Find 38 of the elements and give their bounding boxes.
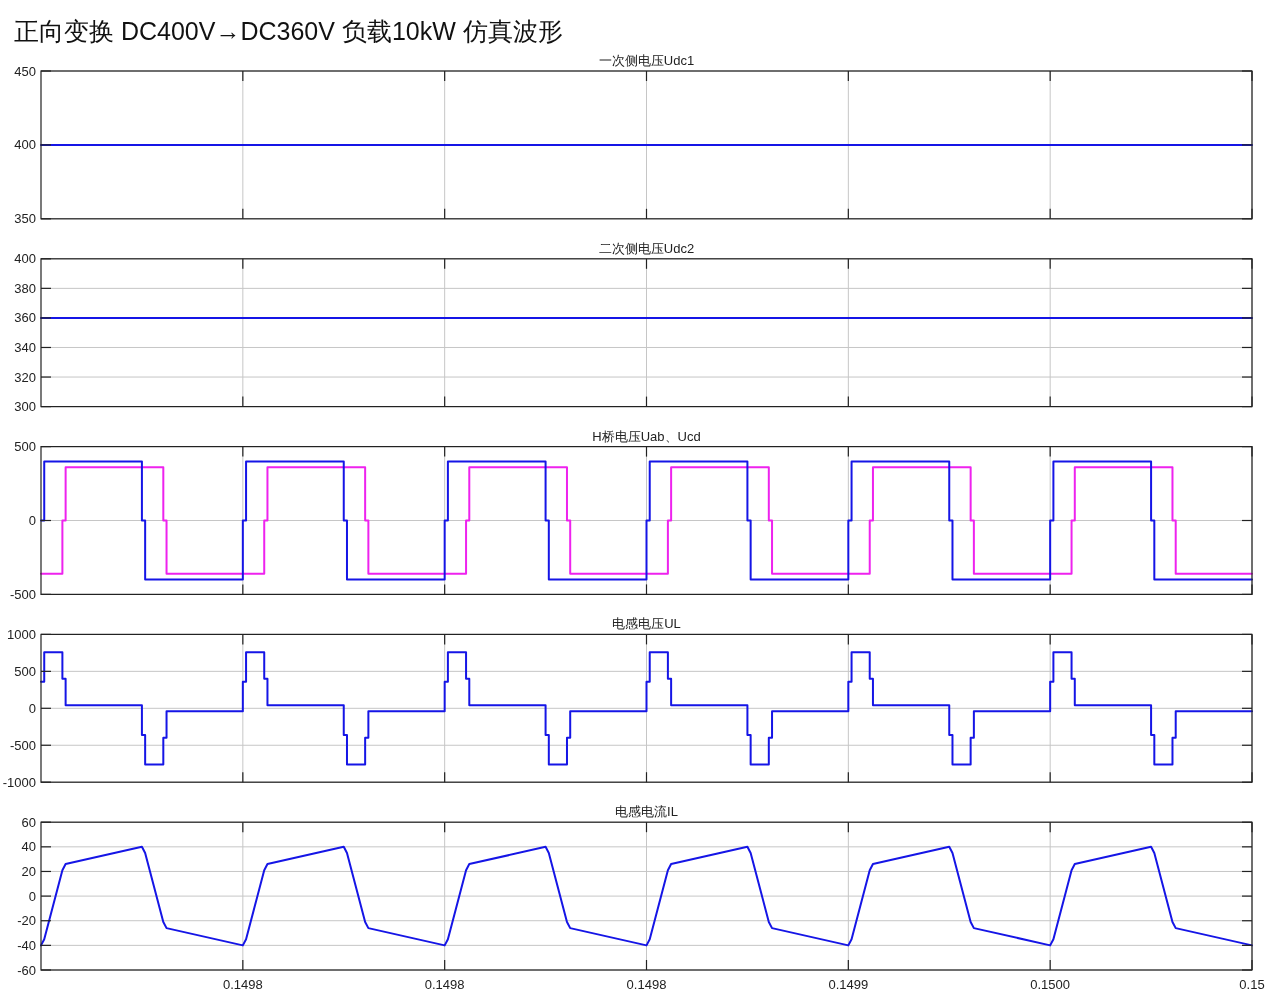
- chart-title: H桥电压Uab、Ucd: [592, 428, 701, 444]
- y-tick-label: 400: [14, 251, 36, 267]
- y-tick-label: 20: [21, 864, 36, 880]
- y-tick-label: 500: [14, 663, 36, 679]
- y-tick-label: 1000: [7, 626, 36, 642]
- y-tick-label: 350: [14, 211, 36, 227]
- y-tick-label: -500: [9, 737, 36, 753]
- chart-title: 电感电压UL: [612, 616, 681, 632]
- x-tick-label: 0.15: [1239, 976, 1265, 992]
- chart-title: 电感电流IL: [615, 804, 678, 820]
- y-tick-label: 0: [28, 700, 36, 716]
- y-tick-label: -40: [17, 937, 36, 953]
- y-tick-label: 300: [14, 399, 36, 415]
- line-series: [40, 845, 1253, 947]
- x-tick-label: 0.1499: [828, 976, 869, 992]
- line-series: [40, 651, 1253, 766]
- y-tick-label: 450: [14, 63, 36, 79]
- y-tick-label: 0: [28, 513, 36, 529]
- chart-title: 一次侧电压Udc1: [598, 53, 695, 68]
- y-tick-label: 60: [21, 814, 36, 830]
- y-tick-label: 360: [14, 310, 36, 326]
- y-tick-label: -60: [17, 962, 36, 978]
- x-tick-label: 0.1498: [626, 976, 667, 992]
- x-tick-label: 0.1500: [1030, 976, 1071, 992]
- y-tick-label: 0: [28, 888, 36, 904]
- y-tick-label: 500: [14, 439, 36, 455]
- y-tick-label: -1000: [2, 774, 36, 790]
- y-tick-label: -20: [17, 913, 36, 929]
- y-tick-label: 340: [14, 340, 36, 356]
- y-tick-label: 40: [21, 839, 36, 855]
- y-tick-label: 400: [14, 137, 36, 153]
- y-tick-label: 380: [14, 280, 36, 296]
- y-tick-label: -500: [9, 586, 36, 602]
- x-tick-label: 0.1498: [222, 976, 263, 992]
- x-tick-label: 0.1498: [424, 976, 465, 992]
- chart-title: 二次侧电压Udc2: [598, 240, 695, 256]
- y-tick-label: 320: [14, 369, 36, 385]
- text: 正向变换 DC400V→DC360V 负载10kW 仿真波形: [14, 17, 563, 45]
